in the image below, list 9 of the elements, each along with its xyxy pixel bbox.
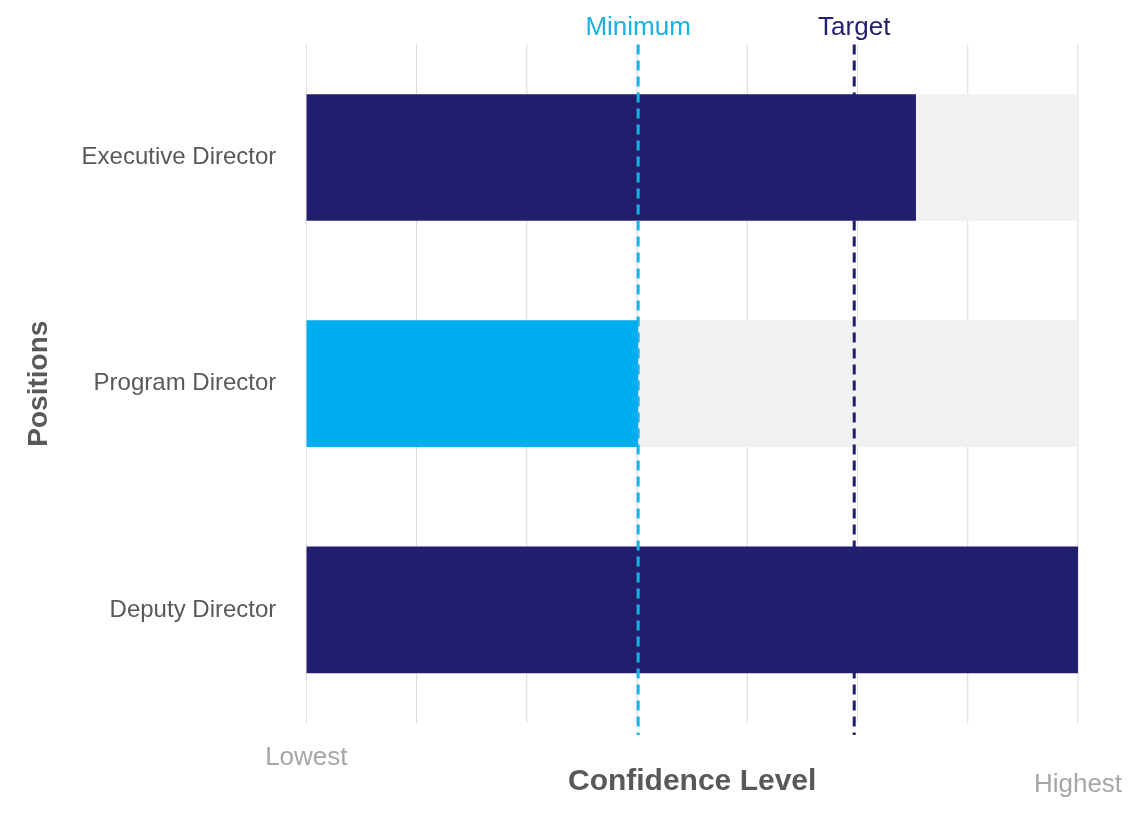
x-axis-title: Confidence Level [567, 763, 817, 797]
y-axis-title: Positions [21, 320, 53, 447]
text: Highest [1033, 768, 1123, 799]
ref-line-label: Minimum [585, 10, 691, 41]
y-tick-label: Program Director [93, 368, 277, 396]
text: Lowest [265, 741, 349, 772]
y-tick-label: Executive Director [81, 142, 277, 170]
y-tick-label: Deputy Director [109, 594, 277, 622]
ref-line-label: Target [818, 10, 892, 41]
